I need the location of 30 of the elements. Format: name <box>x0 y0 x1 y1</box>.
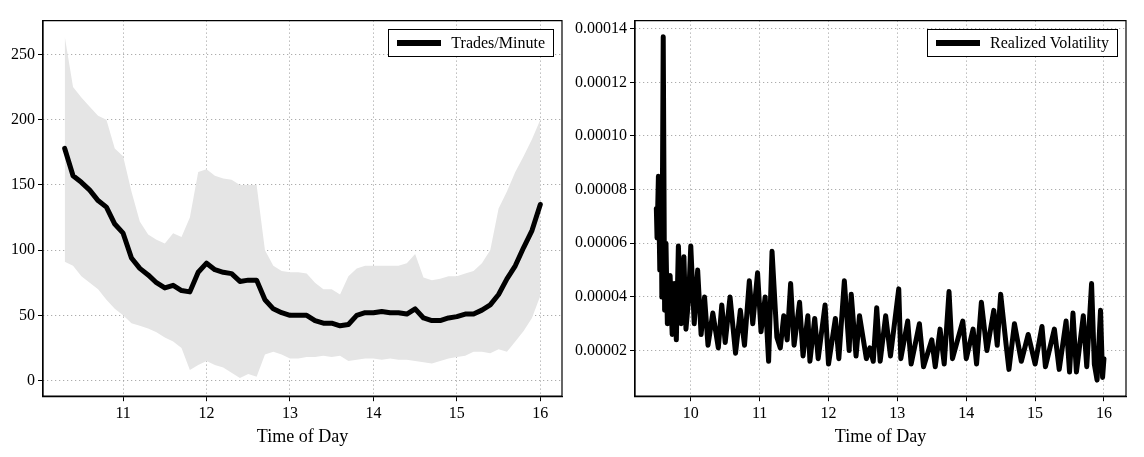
y-tick-label: 250 <box>11 44 35 62</box>
x-tick-label: 14 <box>365 404 382 421</box>
y-tick-label: 0.00014 <box>575 18 627 36</box>
x-tick-label: 12 <box>198 404 215 421</box>
y-tick-label: 0.00010 <box>575 126 627 144</box>
y-tick-label: 0.00004 <box>575 287 627 305</box>
x-tick-label: 14 <box>958 404 975 421</box>
x-tick-label: 13 <box>889 404 906 421</box>
x-axis-title: Time of Day <box>834 425 927 446</box>
y-tick-label: 200 <box>11 109 35 127</box>
x-tick-label: 10 <box>682 404 699 421</box>
x-tick-label: 15 <box>448 404 465 421</box>
y-tick-label: 0.00012 <box>575 72 627 90</box>
y-tick-label: 0 <box>27 370 35 388</box>
y-tick-label: 150 <box>11 175 35 193</box>
y-tick-label: 0.00008 <box>575 179 627 197</box>
x-tick-label: 13 <box>281 404 298 421</box>
x-tick-label: 16 <box>532 404 549 421</box>
y-tick-label: 50 <box>19 305 35 323</box>
y-tick-label: 0.00006 <box>575 233 627 251</box>
x-axis-title: Time of Day <box>256 425 349 446</box>
legend-label: Realized Volatility <box>990 33 1109 52</box>
x-tick-label: 15 <box>1027 404 1044 421</box>
y-tick-label: 100 <box>11 240 35 258</box>
x-tick-label: 16 <box>1095 404 1112 421</box>
legend-label: Trades/Minute <box>451 33 545 52</box>
x-tick-label: 11 <box>751 404 768 421</box>
x-tick-label: 11 <box>115 404 131 421</box>
y-tick-label: 0.00002 <box>575 340 627 358</box>
x-tick-label: 12 <box>820 404 837 421</box>
